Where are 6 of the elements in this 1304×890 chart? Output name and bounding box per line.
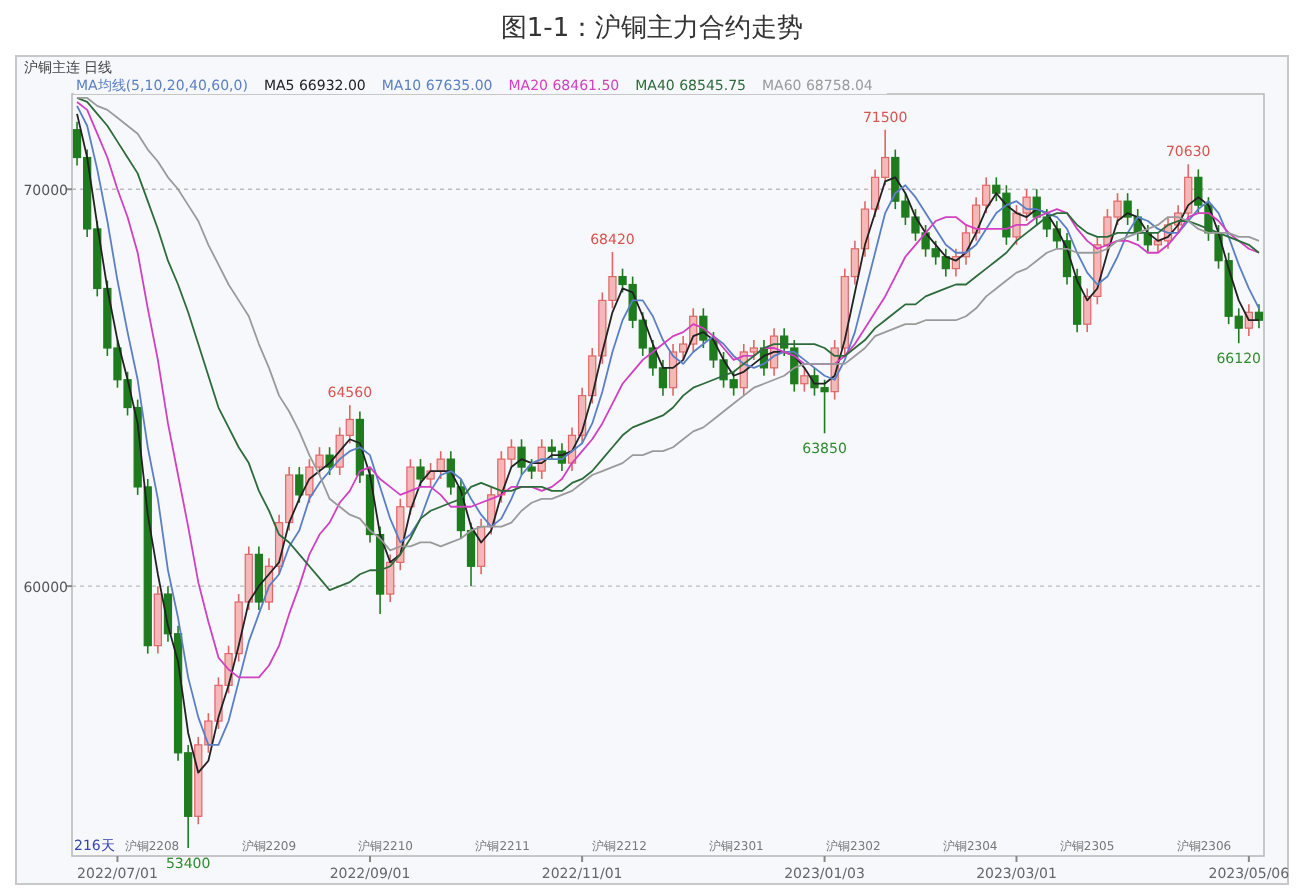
candlestick (295, 466, 304, 504)
candlestick (386, 553, 395, 603)
candlestick (254, 545, 264, 611)
candlestick (436, 450, 445, 480)
title: 图1-1：沪铜主力合约走势 (500, 14, 804, 44)
candlestick (1083, 287, 1092, 333)
